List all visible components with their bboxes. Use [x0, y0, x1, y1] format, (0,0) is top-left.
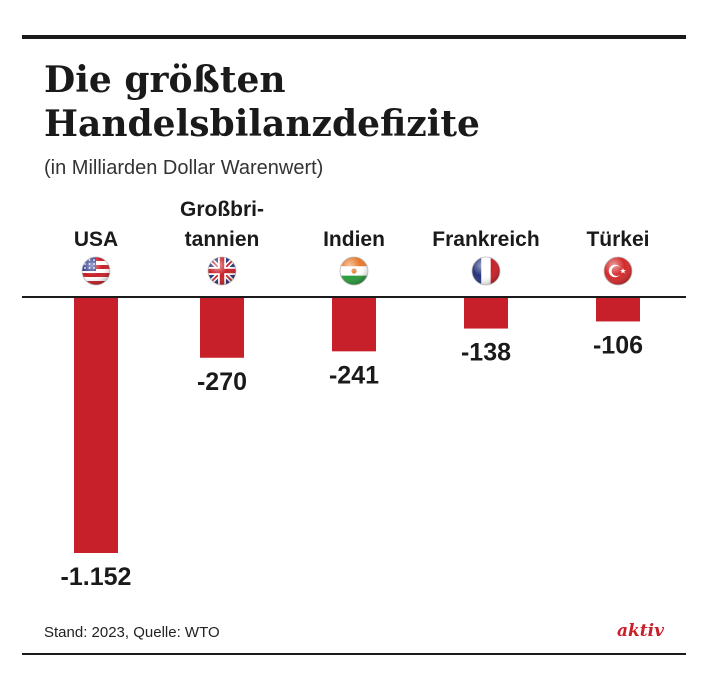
flag-uk-icon: [207, 256, 237, 286]
source-note: Stand: 2023, Quelle: WTO: [44, 624, 220, 641]
flag-france-icon: [471, 256, 501, 286]
flag-niger-icon: [339, 256, 369, 286]
value-label-usa: -1.152: [61, 563, 132, 591]
category-label-tuerkei: Türkei: [586, 228, 649, 251]
category-label-frankreich: Frankreich: [432, 228, 539, 251]
flag-usa-icon: [81, 256, 111, 286]
value-label-indien: -241: [329, 361, 379, 389]
brand-logo: aktiv: [617, 621, 664, 641]
flag-turkey-icon: [603, 256, 633, 286]
bar-frankreich: [464, 298, 508, 329]
chart-title: Die größten Handelsbilanzdefizite: [44, 59, 480, 145]
chart-subtitle: (in Milliarden Dollar Warenwert): [44, 157, 324, 179]
value-label-tuerkei: -106: [593, 331, 643, 359]
category-label-grossbritannien-line-1: Großbri-: [180, 198, 264, 221]
category-label-usa: USA: [74, 228, 118, 251]
category-label-indien: Indien: [323, 228, 385, 251]
bar-indien: [332, 298, 376, 352]
bar-grossbritannien: [200, 298, 244, 358]
top-rule: [22, 35, 686, 39]
value-label-grossbritannien: -270: [197, 368, 247, 396]
category-label-grossbritannien-line-2: tannien: [185, 228, 260, 251]
value-label-frankreich: -138: [461, 339, 511, 367]
bar-usa: [74, 298, 118, 553]
bottom-rule: [22, 653, 686, 655]
bar-tuerkei: [596, 298, 640, 322]
